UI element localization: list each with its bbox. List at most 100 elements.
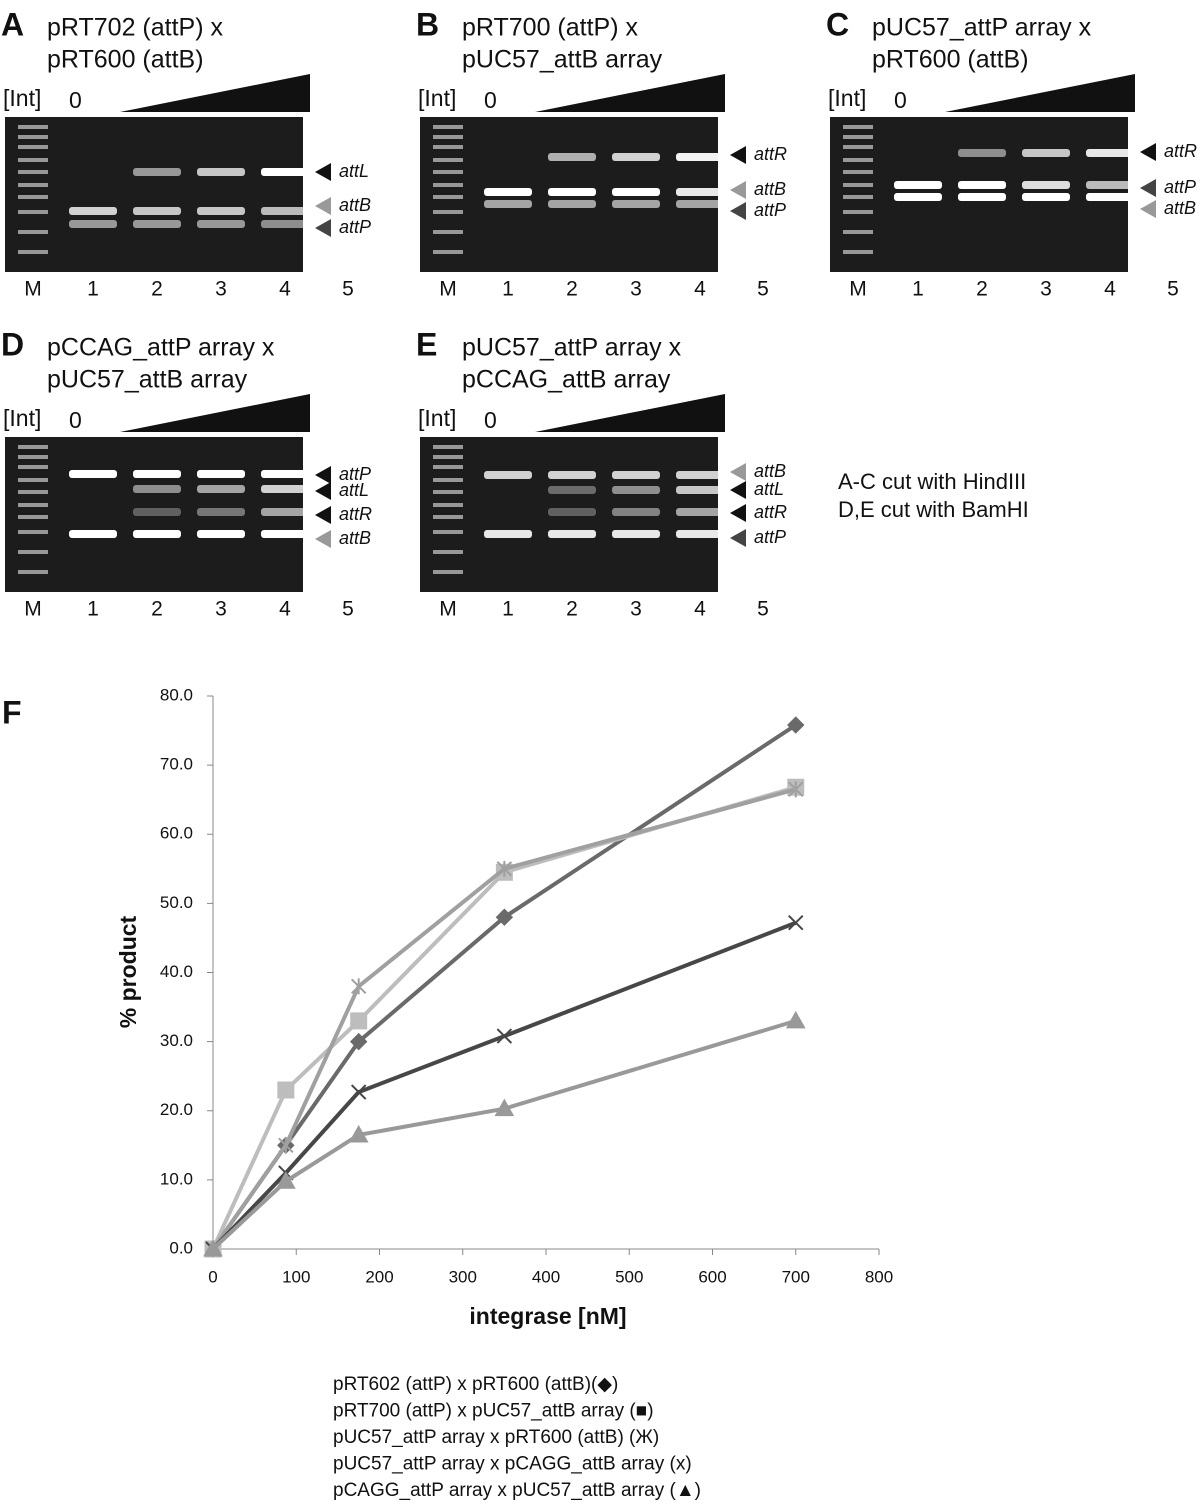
lane-label: 1 bbox=[87, 598, 99, 621]
panel-letter: E bbox=[416, 326, 437, 362]
band-label: attP bbox=[754, 200, 786, 220]
gel-band bbox=[197, 508, 245, 516]
x-tick-label: 300 bbox=[449, 1267, 477, 1286]
gel-band bbox=[548, 188, 596, 196]
gel-band bbox=[197, 168, 245, 176]
ladder-band bbox=[843, 250, 873, 254]
note: A-C cut with HindIII bbox=[838, 469, 1026, 494]
gel-band bbox=[958, 181, 1006, 189]
ladder-band bbox=[18, 455, 48, 459]
ladder-band bbox=[18, 195, 48, 199]
band-label: attB bbox=[754, 461, 786, 481]
lane-label: M bbox=[439, 278, 457, 301]
band-arrow bbox=[730, 202, 746, 220]
ladder-band bbox=[843, 170, 873, 174]
x-axis-label: integrase [nM] bbox=[469, 1303, 626, 1329]
gel-band bbox=[133, 530, 181, 538]
ladder-band bbox=[433, 195, 463, 199]
x-tick-label: 400 bbox=[532, 1267, 560, 1286]
gel bbox=[420, 437, 718, 592]
band-label: attB bbox=[1164, 198, 1196, 218]
panel-title: pRT600 (attB) bbox=[872, 46, 1029, 74]
band-arrow bbox=[315, 466, 331, 484]
zero-label: 0 bbox=[69, 407, 82, 433]
y-tick-label: 70.0 bbox=[160, 755, 193, 774]
zero-label: 0 bbox=[69, 87, 82, 113]
y-tick-label: 40.0 bbox=[160, 962, 193, 981]
int-label: [Int] bbox=[418, 405, 456, 431]
lane-label: M bbox=[24, 278, 42, 301]
band-label: attR bbox=[339, 504, 372, 524]
series-line bbox=[211, 785, 797, 1250]
lane-label: 4 bbox=[694, 598, 706, 621]
ladder-band bbox=[843, 195, 873, 199]
lane-label: 3 bbox=[215, 278, 227, 301]
lane-label: 2 bbox=[976, 278, 988, 301]
band-label: attL bbox=[754, 479, 784, 499]
gel-band bbox=[197, 470, 245, 478]
lane-label: 2 bbox=[151, 598, 163, 621]
x-tick-label: 700 bbox=[782, 1267, 810, 1286]
gel-band bbox=[548, 200, 596, 208]
panel-title: pRT600 (attB) bbox=[47, 46, 204, 74]
marker bbox=[203, 1238, 223, 1257]
band-label: attR bbox=[754, 502, 787, 522]
int-label: [Int] bbox=[3, 85, 41, 111]
ladder-band bbox=[433, 445, 463, 449]
ladder-band bbox=[18, 570, 48, 574]
lane-label: 1 bbox=[502, 598, 514, 621]
gel-band bbox=[261, 508, 309, 516]
gel-band bbox=[612, 471, 660, 479]
ladder-band bbox=[433, 183, 463, 187]
marker bbox=[496, 860, 513, 877]
band-label: attR bbox=[754, 144, 787, 164]
lane-label: 1 bbox=[87, 278, 99, 301]
x-tick-label: 200 bbox=[365, 1267, 393, 1286]
wedge bbox=[120, 74, 310, 112]
marker bbox=[350, 978, 367, 995]
ladder-band bbox=[433, 230, 463, 234]
y-tick-label: 80.0 bbox=[160, 685, 193, 704]
lane-label: M bbox=[24, 598, 42, 621]
ladder-band bbox=[18, 478, 48, 482]
band-arrow bbox=[315, 482, 331, 500]
gel-band bbox=[197, 220, 245, 228]
y-tick-label: 60.0 bbox=[160, 824, 193, 843]
ladder-band bbox=[18, 530, 48, 534]
gel-band bbox=[548, 471, 596, 479]
marker bbox=[785, 1010, 806, 1029]
lane-label: 5 bbox=[757, 278, 769, 301]
legend-entry: pRT602 (attP) x pRT600 (attB)(◆) bbox=[333, 1374, 618, 1395]
y-tick-label: 20.0 bbox=[160, 1100, 193, 1119]
ladder-band bbox=[18, 503, 48, 507]
legend-entry: pRT700 (attP) x pUC57_attB array (■) bbox=[333, 1401, 654, 1422]
gel-band bbox=[676, 153, 724, 161]
x-tick-label: 800 bbox=[865, 1267, 893, 1286]
y-tick-label: 30.0 bbox=[160, 1031, 193, 1050]
marker bbox=[350, 1012, 368, 1030]
gel-band bbox=[261, 470, 309, 478]
zero-label: 0 bbox=[894, 87, 907, 113]
marker bbox=[788, 781, 804, 798]
band-arrow bbox=[730, 504, 746, 522]
ladder-band bbox=[18, 170, 48, 174]
gel-band bbox=[261, 207, 309, 215]
int-label: [Int] bbox=[3, 405, 41, 431]
wedge bbox=[535, 394, 725, 432]
gel-band bbox=[676, 530, 724, 538]
legend-entry: pUC57_attP array x pCAGG_attB array (x) bbox=[333, 1454, 692, 1475]
gel bbox=[5, 117, 303, 272]
marker bbox=[348, 1124, 369, 1143]
marker bbox=[277, 1081, 295, 1099]
gel-band bbox=[261, 168, 309, 176]
legend-entry: pCAGG_attP array x pUC57_attB array (▲) bbox=[333, 1480, 701, 1501]
band-label: attR bbox=[1164, 141, 1197, 161]
gel-band bbox=[197, 485, 245, 493]
y-axis-label: % product bbox=[115, 915, 141, 1028]
ladder-band bbox=[18, 550, 48, 554]
y-tick-label: 50.0 bbox=[160, 893, 193, 912]
marker bbox=[494, 1098, 515, 1117]
lane-label: 2 bbox=[566, 598, 578, 621]
gel-band bbox=[1022, 149, 1070, 157]
